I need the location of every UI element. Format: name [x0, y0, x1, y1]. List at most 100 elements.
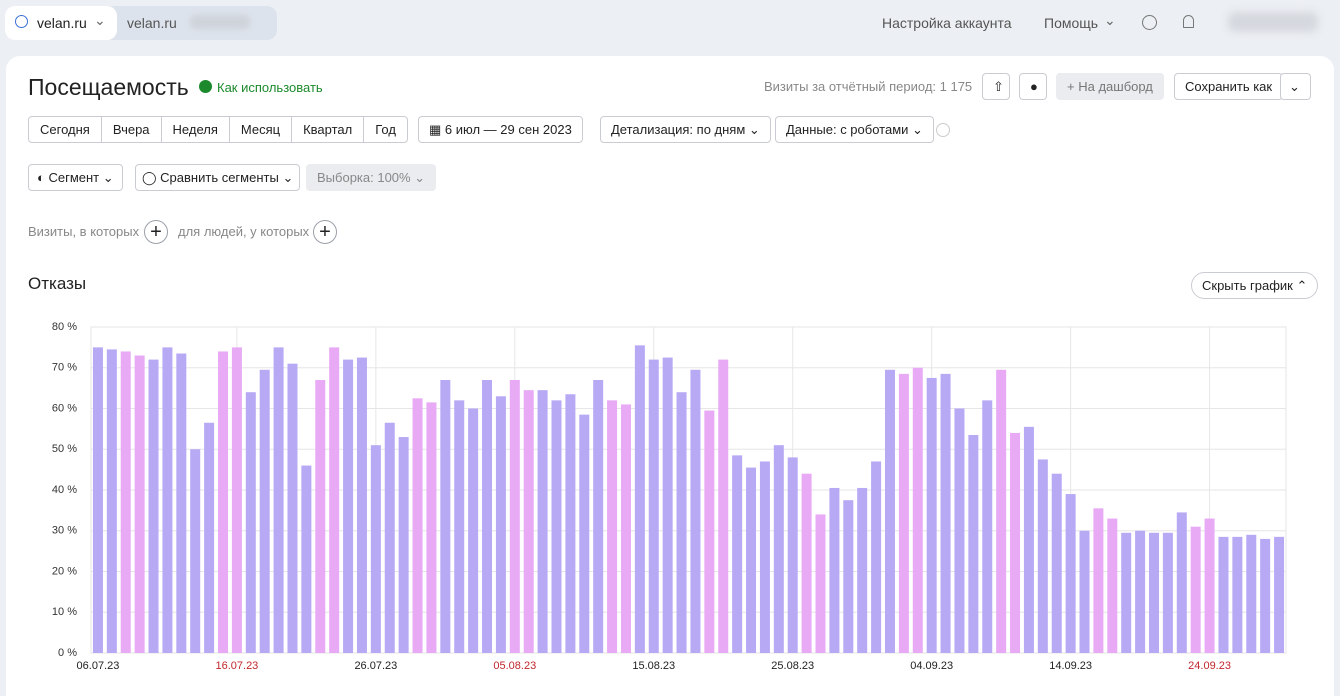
x-tick-label: 14.09.23	[1049, 660, 1092, 672]
sample-label: Выборка: 100%	[317, 170, 411, 185]
bar	[440, 379, 451, 653]
x-tick-label: 24.09.23	[1188, 660, 1231, 672]
bar	[426, 402, 437, 653]
bar	[1162, 532, 1173, 653]
bar	[1218, 536, 1229, 653]
chart: 0 % 10 % 20 % 30 % 40 % 50 % 60 % 70 % 80 % 06.07…	[52, 321, 1287, 672]
bar	[1107, 518, 1118, 653]
blurred-id	[190, 15, 250, 29]
chat-icon[interactable]	[1142, 15, 1157, 30]
x-tick-label: 25.08.23	[771, 660, 814, 672]
bar	[787, 457, 798, 653]
help[interactable]: Помощь	[1044, 15, 1099, 31]
save-as-button[interactable]: Сохранить как	[1174, 73, 1284, 100]
bar	[676, 392, 687, 653]
how-to-link[interactable]: Как использовать	[217, 80, 323, 95]
sample-button[interactable]: Выборка: 100% ⌄	[306, 164, 437, 191]
bar	[1010, 432, 1021, 653]
x-tick-label: 16.07.23	[215, 660, 258, 672]
bar	[398, 437, 409, 653]
detail-select[interactable]: Детализация: по дням ⌄	[600, 116, 771, 143]
filter-visits: Визиты, в которых	[28, 224, 140, 239]
bar	[704, 410, 715, 653]
bar	[329, 347, 340, 653]
bar	[120, 351, 131, 653]
bar	[148, 359, 159, 653]
save-menu[interactable]: ⌄	[1280, 73, 1311, 100]
bar	[773, 445, 784, 653]
bar	[92, 347, 103, 653]
period-button[interactable]: Вчера	[100, 117, 161, 142]
period-group: Сегодня Вчера Неделя Месяц Квартал Год	[28, 116, 408, 143]
add-visit-filter[interactable]: +	[144, 220, 168, 244]
bar	[746, 467, 757, 653]
y-tick-label: 20 %	[52, 565, 77, 577]
bar	[996, 369, 1007, 653]
bar	[940, 373, 951, 653]
bar	[857, 487, 868, 653]
bar	[884, 369, 895, 653]
bar	[565, 394, 576, 653]
bar	[1260, 538, 1271, 653]
bar	[384, 422, 395, 653]
segment-button[interactable]: ◐ Сегмент ⌄	[28, 164, 123, 191]
bar	[871, 461, 882, 653]
bar	[134, 355, 145, 653]
bar	[454, 400, 465, 653]
bar	[829, 487, 840, 653]
compare-button[interactable]: ◯ Сравнить сегменты ⌄	[135, 164, 301, 191]
bar	[106, 349, 117, 653]
site-name[interactable]: velan.ru	[37, 15, 87, 31]
bar	[982, 400, 993, 653]
hint-icon[interactable]	[936, 123, 950, 137]
y-tick-label: 80 %	[52, 321, 77, 333]
dashboard-button[interactable]: + На дашборд	[1056, 73, 1164, 100]
period-button[interactable]: Квартал	[291, 117, 363, 142]
bar	[815, 514, 826, 653]
chevron: ⌄	[1104, 12, 1116, 28]
bar	[343, 359, 354, 653]
bar	[718, 359, 729, 653]
info-icon	[199, 80, 212, 93]
api-button[interactable]: ●	[1019, 73, 1047, 100]
bar	[509, 379, 520, 653]
y-tick-label: 40 %	[52, 484, 77, 496]
period-button[interactable]: Сегодня	[40, 122, 90, 137]
bar	[204, 422, 215, 653]
bar	[1093, 508, 1104, 653]
bar	[732, 455, 743, 653]
bar	[370, 445, 381, 653]
bar	[1176, 512, 1187, 653]
period-button[interactable]: Год	[363, 117, 407, 142]
chevron: ⌄	[94, 12, 106, 28]
bar	[801, 473, 812, 653]
bar	[231, 347, 242, 653]
bar	[912, 367, 923, 653]
date-range[interactable]: ▦ 6 июл — 29 сен 2023	[418, 116, 583, 143]
filter-people: для людей, у которых	[178, 224, 310, 239]
bar	[482, 379, 493, 653]
bar	[162, 347, 173, 653]
site-icon	[15, 15, 28, 28]
bar	[315, 379, 326, 653]
blurred-user[interactable]	[1228, 12, 1318, 32]
hide-chart-button[interactable]: Скрыть график ⌃	[1191, 272, 1319, 299]
bar	[1121, 532, 1132, 653]
y-tick-label: 0 %	[58, 647, 77, 659]
bar	[954, 408, 965, 653]
bar	[1051, 473, 1062, 653]
bar	[607, 400, 618, 653]
export-button[interactable]: ⇧	[982, 73, 1010, 100]
add-people-filter[interactable]: +	[313, 220, 337, 244]
period-button[interactable]: Месяц	[228, 117, 291, 142]
bar	[843, 500, 854, 653]
x-tick-label: 26.07.23	[354, 660, 397, 672]
period-button[interactable]: Неделя	[160, 117, 229, 142]
bar	[356, 357, 367, 653]
data-mode-select[interactable]: Данные: с роботами ⌄	[775, 116, 934, 143]
bar	[1246, 534, 1257, 653]
counter-name[interactable]: velan.ru	[127, 15, 177, 31]
bell-icon[interactable]	[1183, 15, 1194, 28]
account-settings[interactable]: Настройка аккаунта	[882, 15, 1012, 31]
y-tick-label: 10 %	[52, 606, 77, 618]
